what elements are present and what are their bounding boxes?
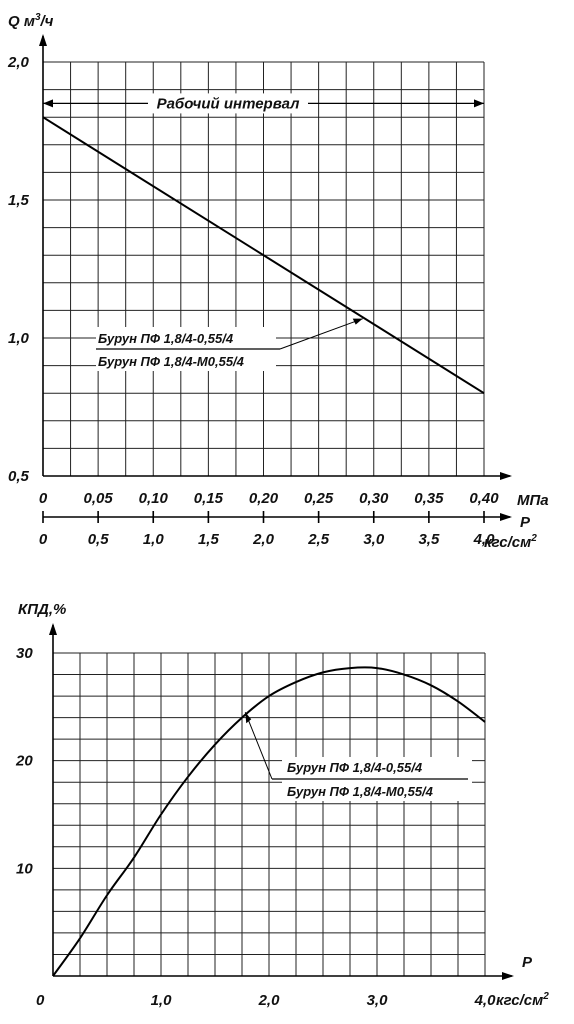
x-unit: кгс/см2 bbox=[496, 991, 549, 1009]
x-kgf-tick-label: 2,0 bbox=[252, 531, 275, 548]
x-tick-labels: 1,0 2,0 3,0 4,0 bbox=[151, 992, 497, 1009]
x-mpa-tick-label: 0 bbox=[39, 490, 48, 507]
grid bbox=[52, 652, 486, 977]
y-tick-label: 10 bbox=[16, 860, 33, 877]
y-axis-label: КПД,% bbox=[18, 601, 66, 618]
legend-entry: Бурун ПФ 1,8/4-0,55/4 bbox=[287, 760, 423, 775]
series-lines bbox=[42, 116, 485, 395]
y-tick-label: 0,5 bbox=[8, 468, 30, 485]
x-kgf-tick-label: 3,5 bbox=[418, 531, 440, 548]
x-kgf-tick-labels: 0 0,5 1,0 1,5 2,0 2,5 3,0 3,5 4,0 bbox=[39, 531, 495, 548]
x-tick-label: 4,0 bbox=[474, 992, 497, 1009]
interval-label: Рабочий интервал bbox=[157, 95, 301, 112]
x-kgf-tick-label: 2,5 bbox=[307, 531, 330, 548]
x-scale-arrow bbox=[500, 513, 512, 521]
flow-pressure-chart: Q м3/ч 0,5 1,0 1,5 2,0 0 0,05 0,10 0,15 0,20 0,2… bbox=[7, 12, 549, 551]
x-mpa-tick-label: 0,40 bbox=[469, 490, 499, 507]
legend-pointer bbox=[279, 318, 363, 350]
x-kgf-tick-label: 1,5 bbox=[198, 531, 220, 548]
legend-pointer bbox=[244, 712, 273, 780]
x-kgf-tick-label: 3,0 bbox=[363, 531, 385, 548]
legend-entry: Бурун ПФ 1,8/4-М0,55/4 bbox=[98, 354, 245, 369]
y-tick-label: 1,0 bbox=[8, 330, 30, 347]
y-axis-label: Q м3/ч bbox=[8, 12, 54, 30]
x-mpa-unit: МПа bbox=[517, 492, 549, 509]
legend-pointer-arrow bbox=[352, 318, 363, 325]
grid bbox=[42, 61, 485, 477]
legend-entry: Бурун ПФ 1,8/4-0,55/4 bbox=[98, 331, 234, 346]
y-tick-label: 20 bbox=[15, 753, 33, 770]
x-kgf-tick-label: 1,0 bbox=[143, 531, 165, 548]
x-mpa-tick-label: 0,20 bbox=[249, 490, 279, 507]
series-line bbox=[52, 666, 486, 977]
y-tick-label: 1,5 bbox=[8, 192, 30, 209]
y-axis-arrow bbox=[39, 34, 47, 46]
axes bbox=[49, 623, 514, 980]
legend-pointer-arrow bbox=[245, 712, 252, 724]
axes bbox=[39, 34, 512, 523]
x-mpa-tick-label: 0,10 bbox=[139, 490, 169, 507]
y-tick-label: 30 bbox=[16, 645, 33, 662]
origin-label: 0 bbox=[36, 992, 45, 1009]
y-tick-labels: 10 20 30 bbox=[15, 645, 33, 877]
interval-label-bg bbox=[148, 93, 308, 114]
x-kgf-tick-label: 0,5 bbox=[88, 531, 110, 548]
legend: Бурун ПФ 1,8/4-0,55/4 Бурун ПФ 1,8/4-М0,5… bbox=[96, 318, 363, 371]
x-symbol: P bbox=[520, 514, 531, 531]
y-axis-arrow bbox=[49, 623, 57, 635]
x-kgf-unit: кгс/см2 bbox=[484, 533, 537, 551]
x-axis-arrow bbox=[502, 972, 514, 980]
y-tick-labels: 0,5 1,0 1,5 2,0 bbox=[7, 54, 30, 485]
working-interval: Рабочий интервал bbox=[43, 93, 484, 114]
x-mpa-tick-label: 0,15 bbox=[194, 490, 224, 507]
x-axis-arrow bbox=[500, 472, 512, 480]
x-tick-label: 1,0 bbox=[151, 992, 173, 1009]
legend-entry: Бурун ПФ 1,8/4-М0,55/4 bbox=[287, 784, 434, 799]
x-tick-label: 3,0 bbox=[367, 992, 389, 1009]
interval-arrow-left bbox=[43, 99, 53, 108]
x-mpa-tick-label: 0,35 bbox=[414, 490, 444, 507]
x-kgf-tick-label: 0 bbox=[39, 531, 48, 548]
x-mpa-tick-label: 0,05 bbox=[84, 490, 114, 507]
efficiency-pressure-chart: КПД,% 10 20 30 0 1,0 2,0 3,0 4,0 P кгс/см2 Бу… bbox=[15, 601, 549, 1009]
series-line bbox=[42, 116, 485, 395]
interval-arrow-right bbox=[474, 99, 484, 108]
x-symbol: P bbox=[522, 954, 533, 971]
x-mpa-tick-label: 0,25 bbox=[304, 490, 334, 507]
x-tick-label: 2,0 bbox=[258, 992, 281, 1009]
legend: Бурун ПФ 1,8/4-0,55/4 Бурун ПФ 1,8/4-М0,5… bbox=[244, 712, 472, 801]
x-mpa-tick-labels: 0 0,05 0,10 0,15 0,20 0,25 0,30 0,35 0,40 bbox=[39, 490, 499, 507]
y-tick-label: 2,0 bbox=[7, 54, 30, 71]
x-mpa-tick-label: 0,30 bbox=[359, 490, 389, 507]
series-lines bbox=[52, 666, 486, 977]
x-kgf-tick-label: 4,0 bbox=[473, 531, 496, 548]
